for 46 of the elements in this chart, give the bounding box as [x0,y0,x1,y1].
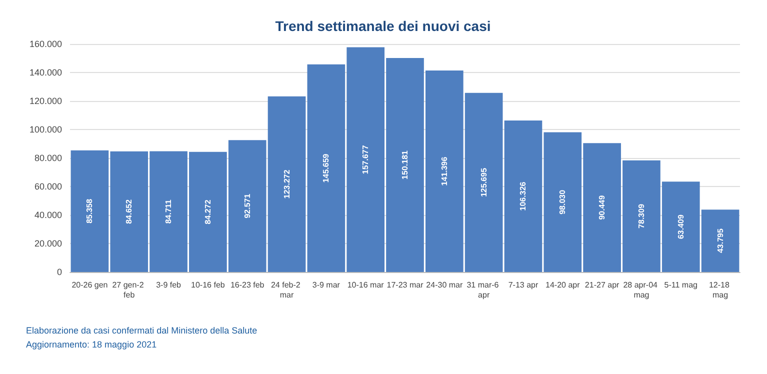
y-tick-label: 40.000 [34,210,62,220]
data-label: 106.326 [518,181,528,211]
x-tick-label: 24 feb-2 mar [270,280,303,300]
y-tick-label: 120.000 [29,96,62,106]
x-tick-label: 24-30 mar [426,280,463,290]
x-tick-label: 10-16 feb [191,280,226,290]
x-tick-label: 3-9 feb [156,280,182,290]
x-tick-label: 7-13 apr [508,280,538,290]
data-label: 43.795 [716,228,725,254]
data-label: 85.358 [85,198,94,224]
y-tick-label: 60.000 [34,182,62,192]
data-label: 63.409 [676,214,686,240]
data-label: 84.711 [164,199,174,224]
x-tick-label: 21-27 apr [584,280,620,290]
chart-title: Trend settimanale dei nuovi casi [275,18,491,34]
x-tick-label: 28 apr-04 mag [623,280,660,300]
x-tick-label: 17-23 mar [386,280,424,290]
data-label: 123.272 [282,169,292,199]
x-tick-label: 27 gen-2 feb [112,280,146,300]
data-label: 84.652 [124,198,134,224]
x-tick-label: 14-20 apr [546,280,580,290]
x-tick-label: 5-11 mag [664,280,698,290]
x-tick-label: 31 mar-6 apr [466,280,501,300]
data-label: 125.695 [479,167,488,197]
y-tick-label: 80.000 [34,153,62,163]
x-tick-label: 12-18 mag [708,280,732,300]
text: Aggiornamento: 18 maggio 2021 [26,340,157,350]
data-label: 92.571 [242,193,252,218]
data-label: 157.677 [361,144,370,174]
text: Elaborazione da casi confermati dal Ministero della Salute [26,326,258,336]
data-label: 84.272 [203,199,212,224]
data-label: 150.181 [400,150,410,180]
y-tick-label: 20.000 [34,238,62,248]
x-tick-label: 10-16 mar [347,280,384,290]
data-label: 90.449 [598,194,607,220]
y-tick-label: 100.000 [29,124,62,134]
y-tick-label: 0 [56,267,62,277]
x-tick-label: 16-23 feb [230,280,265,290]
y-tick-label: 140.000 [29,68,62,78]
data-label: 145.659 [322,153,331,183]
x-tick-label: 20-26 gen [72,280,108,290]
data-label: 78.309 [636,203,646,228]
data-label: 98.030 [558,189,568,214]
x-tick-label: 3-9 mar [312,280,340,290]
data-label: 141.396 [440,156,449,186]
y-tick-label: 160.000 [29,39,62,49]
